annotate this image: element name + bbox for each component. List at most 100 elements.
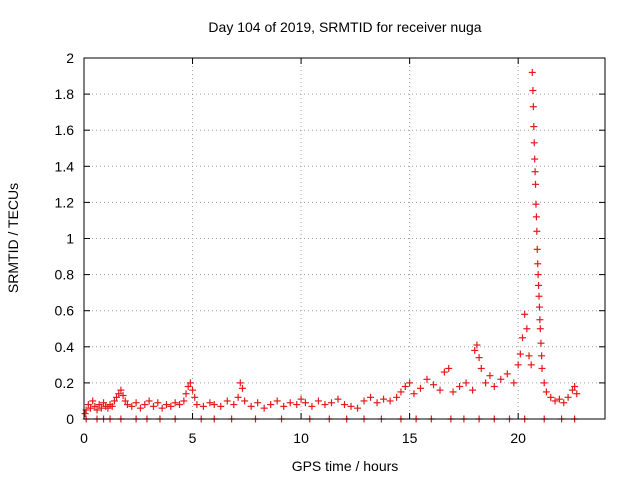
data-point (162, 401, 170, 409)
data-point (136, 404, 144, 412)
data-point (186, 379, 194, 387)
data-point (538, 352, 546, 360)
data-point (471, 346, 479, 354)
data-point (113, 393, 121, 401)
data-point (206, 399, 214, 407)
data-point (87, 404, 95, 412)
data-point (297, 395, 305, 403)
data-point (241, 397, 249, 405)
data-point (91, 402, 99, 410)
data-point (560, 399, 568, 407)
y-axis-label: SRMTID / TECUs (5, 183, 21, 293)
y-tick-label: 0.6 (55, 303, 75, 319)
x-axis-label: GPS time / hours (292, 458, 399, 474)
x-tick-label: 10 (293, 430, 309, 446)
data-point (440, 368, 448, 376)
data-point (532, 180, 540, 188)
plot-frame (83, 57, 606, 420)
data-point (386, 397, 394, 405)
data-point (321, 401, 329, 409)
data-point (341, 401, 348, 409)
data-point (145, 397, 153, 405)
data-points (81, 68, 581, 423)
y-tick-label: 1 (66, 231, 74, 247)
data-point (199, 402, 207, 410)
data-point (536, 316, 544, 324)
data-point (540, 379, 548, 387)
data-point (180, 397, 188, 405)
data-point (535, 281, 543, 289)
data-point (110, 397, 118, 405)
data-point (128, 402, 136, 410)
data-point (456, 383, 464, 391)
data-point (564, 393, 572, 401)
data-point (132, 399, 140, 407)
data-point (247, 402, 255, 410)
data-point (516, 350, 524, 358)
data-point (238, 384, 246, 392)
data-point (462, 379, 470, 387)
y-tick-label: 0.4 (55, 339, 75, 355)
data-point (217, 402, 225, 410)
data-point (89, 397, 97, 405)
y-tick-label: 1.8 (55, 86, 75, 102)
data-point (532, 213, 540, 221)
data-point (497, 375, 505, 383)
data-point (347, 402, 355, 410)
data-point (482, 379, 490, 387)
data-point (490, 383, 498, 391)
x-tick-label: 0 (80, 430, 88, 446)
data-point (571, 383, 579, 391)
data-point (406, 379, 414, 387)
data-point (530, 123, 538, 131)
data-point (367, 393, 375, 401)
y-tick-label: 0.2 (55, 375, 75, 391)
chart-title: Day 104 of 2019, SRMTID for receiver nug… (208, 19, 481, 35)
grid-lines (84, 58, 605, 419)
x-tick-label: 5 (189, 430, 197, 446)
data-point (525, 352, 533, 360)
data-point (533, 227, 541, 235)
data-point (445, 364, 453, 372)
data-point (449, 388, 457, 396)
data-point (475, 354, 483, 362)
data-point (573, 390, 581, 398)
data-point (286, 399, 294, 407)
x-tick-label: 20 (510, 430, 526, 446)
y-tick-label: 0 (66, 411, 74, 427)
x-tick-label: 15 (402, 430, 418, 446)
data-point (397, 388, 405, 396)
y-tick-label: 2 (66, 50, 74, 66)
data-point (97, 404, 105, 412)
data-point (410, 390, 418, 398)
data-point (534, 260, 542, 268)
data-point (521, 310, 529, 318)
data-point (100, 399, 108, 407)
y-tick-label: 1.2 (55, 194, 75, 210)
data-point (519, 334, 527, 342)
data-point (327, 399, 335, 407)
data-point (314, 397, 322, 405)
data-point (514, 361, 522, 369)
data-point (273, 397, 281, 405)
data-point (477, 364, 485, 372)
data-point (141, 401, 149, 409)
data-point (537, 339, 545, 347)
data-point (533, 245, 541, 253)
data-point (158, 404, 166, 412)
data-point (360, 397, 368, 405)
data-point (108, 402, 116, 410)
data-point (416, 384, 424, 392)
data-point (530, 139, 538, 147)
data-point (401, 383, 409, 391)
data-point (182, 390, 190, 398)
data-point (254, 399, 262, 407)
data-point (473, 341, 481, 349)
data-point (84, 401, 92, 409)
data-point (308, 402, 316, 410)
data-point (193, 401, 201, 409)
data-point (528, 68, 536, 76)
data-point (115, 390, 123, 398)
